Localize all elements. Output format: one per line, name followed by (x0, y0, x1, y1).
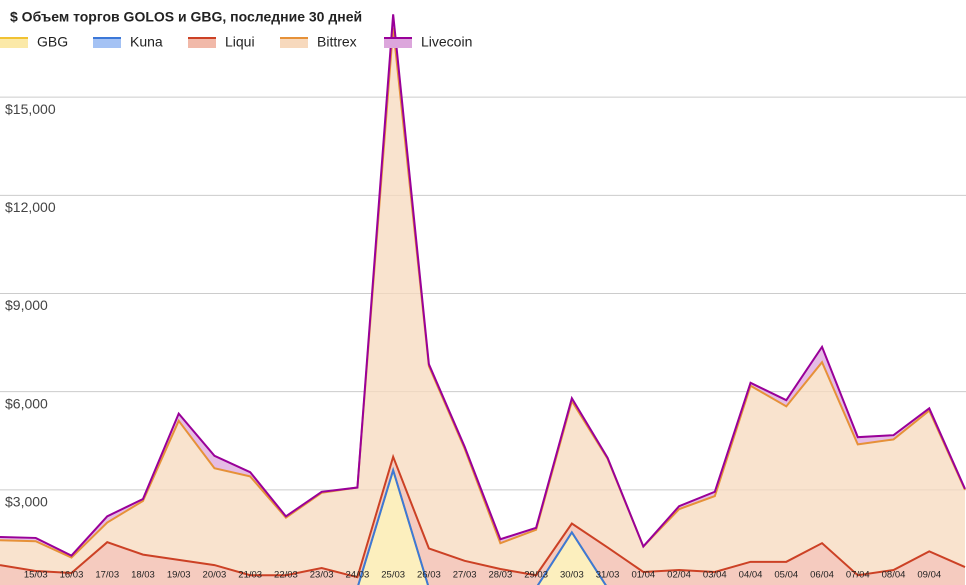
legend-swatch (0, 38, 28, 48)
x-tick-label: 01/04 (631, 570, 655, 581)
x-tick-label: 18/03 (131, 570, 155, 581)
y-tick-label: $9,000 (5, 297, 48, 313)
x-tick-label: 17/03 (95, 570, 119, 581)
x-tick-label: 26/03 (417, 570, 441, 581)
y-tick-label: $3,000 (5, 494, 48, 510)
x-tick-label: 07/04 (846, 570, 870, 581)
legend-label: Liqui (225, 34, 255, 50)
area-line (0, 27, 966, 559)
area-line (0, 453, 966, 579)
legend-swatch (280, 38, 308, 48)
legend-label: Kuna (130, 34, 163, 50)
x-tick-label: 25/03 (381, 570, 405, 581)
legend-swatch (188, 38, 216, 48)
x-tick-label: 09/04 (917, 570, 941, 581)
x-tick-label: 03/04 (703, 570, 727, 581)
area-fill (358, 470, 606, 585)
x-tick-label: 15/03 (24, 570, 48, 581)
x-tick-label: 19/03 (167, 570, 191, 581)
legend-label: GBG (37, 34, 68, 50)
x-tick-label: 31/03 (596, 570, 620, 581)
x-tick-label: 30/03 (560, 570, 584, 581)
x-tick-label: 28/03 (488, 570, 512, 581)
x-tick-label: 16/03 (60, 570, 84, 581)
x-tick-label: 08/04 (882, 570, 906, 581)
x-tick-label: 29/03 (524, 570, 548, 581)
legend-label: Bittrex (317, 34, 357, 50)
area-fill (0, 27, 965, 578)
y-tick-label: $6,000 (5, 395, 48, 411)
x-tick-label: 22/03 (274, 570, 298, 581)
x-tick-label: 24/03 (346, 570, 370, 581)
area-fill (0, 456, 965, 585)
legend-label: Livecoin (421, 34, 472, 50)
legend-swatch (384, 38, 412, 48)
y-tick-label: $15,000 (5, 101, 56, 117)
legend-swatch (93, 38, 121, 48)
x-tick-label: 05/04 (774, 570, 798, 581)
x-tick-label: 04/04 (739, 570, 763, 581)
x-tick-label: 27/03 (453, 570, 477, 581)
chart-title: $ Объем торгов GOLOS и GBG, последние 30… (10, 9, 362, 25)
x-tick-label: 20/03 (203, 570, 227, 581)
x-tick-label: 23/03 (310, 570, 334, 581)
x-tick-label: 06/04 (810, 570, 834, 581)
area-line (0, 14, 966, 557)
x-tick-label: 21/03 (238, 570, 262, 581)
y-tick-label: $12,000 (5, 199, 56, 215)
x-tick-label: 02/04 (667, 570, 691, 581)
